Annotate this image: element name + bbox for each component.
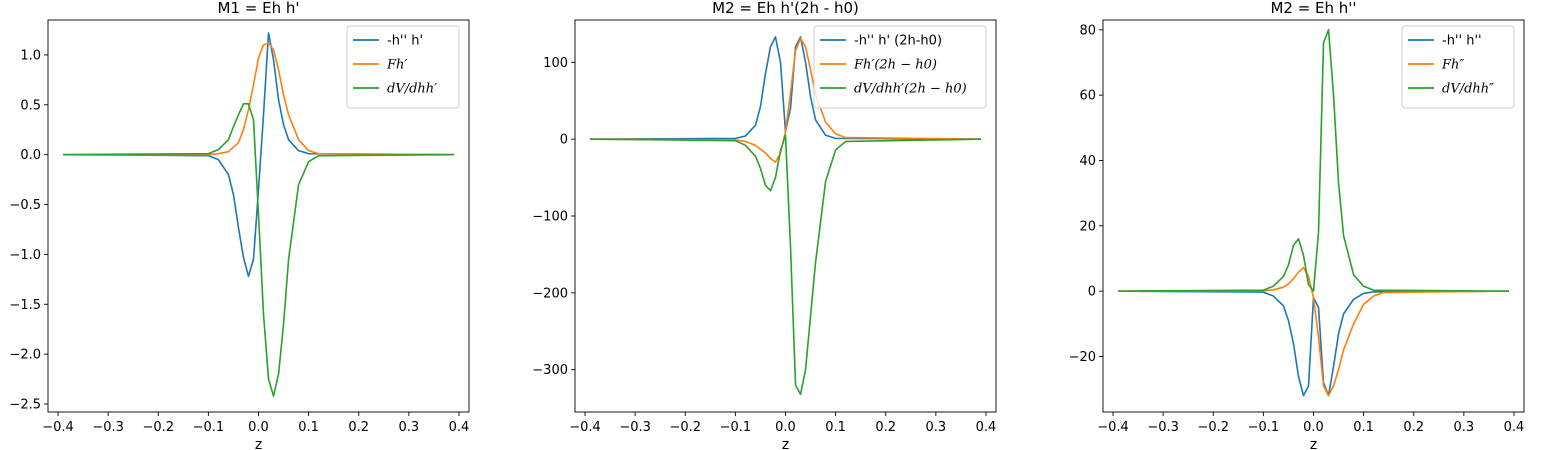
subplot-title: M2 = Eh h'(2h - h0) bbox=[712, 0, 859, 17]
x-tick-label: −0.3 bbox=[1147, 420, 1179, 435]
x-tick-label: 0.0 bbox=[1303, 420, 1324, 435]
subplot-m1: M1 = Eh h' z −0.4 −0.3 −0.2 −0.1 0.0 0.1 0.2 0.… bbox=[9, 0, 470, 450]
x-tick-label: −0.4 bbox=[569, 420, 601, 435]
x-tick-label: −0.4 bbox=[42, 420, 74, 435]
x-tick-label: −0.3 bbox=[92, 420, 124, 435]
x-tick-label: −0.2 bbox=[1197, 420, 1229, 435]
y-tick-label: 100 bbox=[543, 56, 568, 71]
x-tick-label: 0.4 bbox=[1504, 420, 1525, 435]
series-line bbox=[63, 42, 454, 156]
y-tick-label: −100 bbox=[532, 210, 568, 225]
x-tick-label: 0.1 bbox=[298, 420, 319, 435]
legend-label: Fh′ bbox=[386, 58, 407, 73]
x-axis-label: z bbox=[1310, 437, 1317, 450]
x-tick-label: 0.2 bbox=[348, 420, 369, 435]
series-line bbox=[590, 134, 981, 396]
y-tick-label: 0 bbox=[560, 133, 568, 148]
x-axis-label: z bbox=[782, 437, 789, 450]
legend-label: dV/dhh′ bbox=[387, 82, 437, 97]
x-tick-label: 0.4 bbox=[976, 420, 997, 435]
x-tick-label: 0.0 bbox=[775, 420, 796, 435]
y-tick-label: 80 bbox=[1079, 23, 1096, 38]
x-axis-label: z bbox=[255, 437, 262, 450]
legend-label: -h'' h'' bbox=[1442, 34, 1482, 49]
subplot-title: M2 = Eh h'' bbox=[1270, 0, 1356, 17]
y-tick-label: 0 bbox=[1088, 285, 1096, 300]
x-tick-label: −0.4 bbox=[1097, 420, 1129, 435]
y-tick-label: −300 bbox=[532, 363, 568, 378]
x-tick-label: −0.2 bbox=[142, 420, 174, 435]
x-tick-label: 0.0 bbox=[248, 420, 269, 435]
y-tick-label: 0.5 bbox=[20, 98, 41, 113]
legend-label: dV/dhh′(2h − h0) bbox=[854, 82, 967, 97]
x-tick-label: 0.1 bbox=[825, 420, 846, 435]
y-tick-label: 1.0 bbox=[20, 48, 41, 63]
y-tick-label: −2.5 bbox=[9, 398, 41, 413]
legend-label: Fh″ bbox=[1441, 58, 1464, 73]
x-tick-label: 0.1 bbox=[1353, 420, 1374, 435]
legend-box bbox=[813, 25, 987, 109]
y-tick-label: −1.0 bbox=[9, 248, 41, 263]
series-line bbox=[1118, 266, 1509, 397]
legend-label: Fh′(2h − h0) bbox=[853, 58, 937, 73]
y-tick-label: 60 bbox=[1079, 89, 1096, 104]
x-tick-label: 0.3 bbox=[399, 420, 420, 435]
series-line bbox=[590, 37, 981, 163]
legend-label: -h'' h' bbox=[387, 34, 423, 49]
legend-label: dV/dhh″ bbox=[1442, 82, 1494, 97]
x-tick-label: −0.1 bbox=[720, 420, 752, 435]
y-tick-label: −0.5 bbox=[9, 198, 41, 213]
subplot-m2-h-double-prime: M2 = Eh h'' z −0.4 −0.3 −0.2 −0.1 0.0 0.1 0.2 0… bbox=[1069, 0, 1525, 450]
x-tick-label: 0.3 bbox=[926, 420, 947, 435]
x-tick-label: 0.4 bbox=[449, 420, 470, 435]
subplot-title: M1 = Eh h' bbox=[218, 0, 300, 17]
x-tick-label: −0.3 bbox=[619, 420, 651, 435]
x-tick-label: 0.2 bbox=[875, 420, 896, 435]
series-line bbox=[63, 102, 454, 397]
series-line bbox=[1118, 28, 1509, 292]
x-tick-label: 0.2 bbox=[1403, 420, 1424, 435]
x-tick-label: −0.1 bbox=[1248, 420, 1280, 435]
y-tick-label: −20 bbox=[1069, 350, 1096, 365]
y-tick-label: 0.0 bbox=[20, 148, 41, 163]
subplot-m2-2h-h0: M2 = Eh h'(2h - h0) z −0.4 −0.3 −0.2 −0.1 0.… bbox=[532, 0, 997, 450]
series-line bbox=[1118, 290, 1509, 397]
y-tick-label: −2.0 bbox=[9, 348, 41, 363]
x-tick-label: −0.2 bbox=[669, 420, 701, 435]
y-tick-label: 20 bbox=[1079, 219, 1096, 234]
y-tick-label: 40 bbox=[1079, 154, 1096, 169]
x-tick-label: −0.1 bbox=[193, 420, 225, 435]
y-tick-label: −1.5 bbox=[9, 298, 41, 313]
legend-label: -h'' h' (2h-h0) bbox=[854, 34, 942, 49]
series-line bbox=[63, 32, 454, 278]
y-tick-label: −200 bbox=[532, 286, 568, 301]
x-tick-label: 0.3 bbox=[1454, 420, 1475, 435]
